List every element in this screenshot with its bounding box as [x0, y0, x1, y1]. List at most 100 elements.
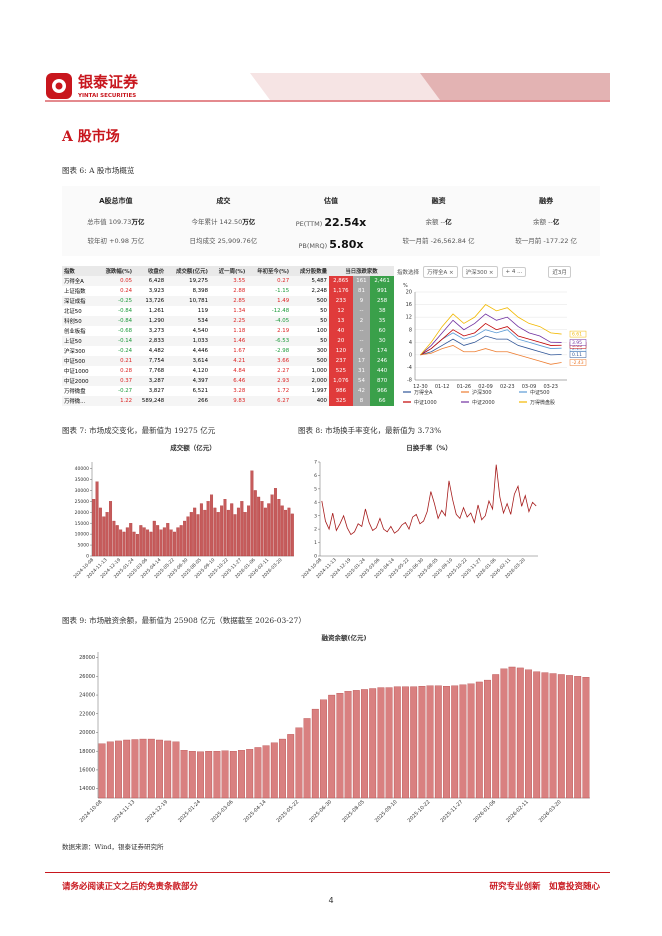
table-cell: 上证50: [62, 336, 97, 346]
line: [420, 304, 562, 356]
bar: [220, 505, 224, 557]
summary-line: PB(MRQ) 5.80x: [277, 238, 385, 251]
table-row: 万得全A 0.05 6,428 19,275 3.55 0.27 5,487 2,865 161…: [62, 276, 394, 286]
bar: [109, 501, 113, 557]
y-tick-label: 35000: [75, 477, 89, 483]
x-tick-label: 2025-05-22: [276, 799, 301, 824]
bar: [393, 686, 401, 799]
y-tick-label: 6: [314, 473, 317, 479]
bar: [180, 750, 188, 799]
table-cell: 深证成指: [62, 296, 97, 306]
bar: [336, 693, 344, 799]
bar: [262, 745, 270, 799]
table-cell: 7,768: [148, 368, 165, 374]
bar: [287, 734, 295, 799]
header: 银泰证券 YINTAI SECURITIES: [45, 73, 610, 102]
bar: [475, 681, 483, 799]
table-cell: 589,248: [134, 396, 167, 406]
market-table: 指数 涨跌幅(%) 收盘价 成交额(亿元) 近一周(%) 年初至今(%) 成分股数量 当日涨跌…: [62, 266, 394, 406]
table-cell: 1.49: [247, 296, 292, 306]
y-tick-label: -4: [407, 365, 412, 371]
summary-value: +0.98 万亿: [109, 237, 145, 245]
bar: [149, 531, 153, 557]
summary-unit: 亿: [445, 218, 452, 226]
y-tick-label: 22000: [79, 711, 95, 717]
table-cell: -6.53: [247, 336, 292, 346]
bar: [270, 494, 274, 557]
table-row: 中证2000 0.37 3,287 4,397 6.46 2.93 2,000 1,076 54…: [62, 376, 394, 386]
index-chip[interactable]: 沪深300 ×: [461, 266, 498, 278]
logo-cn: 银泰证券: [78, 73, 139, 91]
table-cell: 0.27: [247, 276, 292, 286]
bar: [263, 507, 267, 557]
table-cell: 4,446: [192, 348, 209, 354]
table-cell: 66: [370, 396, 394, 406]
table-cell: 1,033: [166, 336, 211, 346]
table-cell: 2: [352, 316, 371, 326]
bar: [443, 686, 450, 799]
y-axis-label: %: [403, 283, 408, 289]
y-tick-label: 8: [409, 327, 412, 333]
index-chip[interactable]: 万得全A ×: [423, 266, 458, 278]
y-tick-label: 28000: [79, 655, 95, 661]
summary-title: 融资: [431, 197, 446, 205]
summary-label: 较一月前: [402, 237, 429, 245]
table-cell: 35: [370, 316, 394, 326]
end-label: -2.43: [572, 360, 584, 366]
bar: [146, 529, 150, 557]
table-cell: 0.24: [120, 288, 133, 294]
table-cell: 986: [328, 386, 353, 396]
index-chart: % -8 -4 0 4 8 12 16 20 12-30 01-12 01-26 02-09 02-23 0…: [403, 283, 587, 406]
y-tick-label: -8: [407, 378, 412, 384]
volume-chart: 成交额（亿元） 0 5000 10000 15000 20000 25000 30000 350…: [72, 443, 294, 580]
y-tick-label: 12: [406, 315, 412, 321]
summary-column: A股总市值 总市值 109.73万亿 较年初 +0.98 万亿: [62, 186, 170, 256]
y-tick-label: 40000: [75, 466, 89, 472]
y-tick-label: 3: [314, 513, 317, 519]
table-cell: 3,614: [166, 356, 211, 366]
end-label: 3.95: [572, 340, 582, 346]
bar: [196, 514, 200, 557]
end-label-box: [569, 330, 587, 338]
summary-column: 融券 余额 --亿 较一月前 -177.22 亿: [492, 186, 600, 256]
table-cell: 沪深300: [64, 349, 86, 355]
y-tick-label: 24000: [79, 693, 95, 699]
page-number: 4: [328, 896, 334, 905]
bar: [516, 667, 524, 799]
table-cell: 2.27: [277, 368, 290, 374]
table-cell: 3.55: [210, 276, 248, 286]
summary-line: 较一月前 -26,562.84 亿: [385, 235, 493, 245]
table-cell: -0.24: [118, 348, 133, 354]
bar: [402, 686, 409, 799]
table-cell: 119: [197, 308, 209, 314]
summary-unit: 万亿: [131, 218, 145, 226]
summary-label: 余额: [533, 218, 547, 226]
summary-line: 总市值 109.73万亿: [62, 216, 170, 226]
footer-rule: [45, 872, 610, 873]
table-row: 上证指数 0.24 3,923 8,398 2.88 -1.15 2,248 1,176 81 9…: [62, 286, 394, 296]
summary-line: 较年初 +0.98 万亿: [62, 235, 170, 245]
table-row: 科创50 -0.84 1,290 534 2.25 -4.05 50 13 2 35: [62, 316, 394, 326]
table-cell: 50: [320, 308, 327, 314]
bar: [205, 751, 213, 799]
summary-label: PB(MRQ): [298, 242, 328, 250]
header-row: 指数 涨跌幅(%) 收盘价 成交额(亿元) 近一周(%) 年初至今(%) 成分股数量 当日涨跌…: [62, 266, 394, 276]
bar: [169, 529, 173, 557]
table-cell: 1.22: [96, 396, 135, 406]
y-tick-label: 7: [314, 460, 317, 466]
bar: [303, 718, 311, 799]
bar: [112, 520, 116, 557]
end-label-box: [569, 359, 587, 366]
summary-line: 余额 --亿: [492, 216, 600, 226]
bar: [352, 690, 360, 799]
bar: [238, 750, 245, 799]
index-chip[interactable]: + 4 ...: [501, 267, 527, 277]
period-select[interactable]: 近3月: [548, 266, 571, 278]
table-cell: 2,000: [291, 376, 329, 386]
y-tick-label: 16000: [79, 768, 95, 774]
table-cell: 246: [370, 356, 394, 366]
table-cell: 500: [291, 296, 329, 306]
bar: [122, 531, 126, 557]
table-cell: 北证50: [64, 309, 82, 315]
bar: [287, 507, 291, 557]
